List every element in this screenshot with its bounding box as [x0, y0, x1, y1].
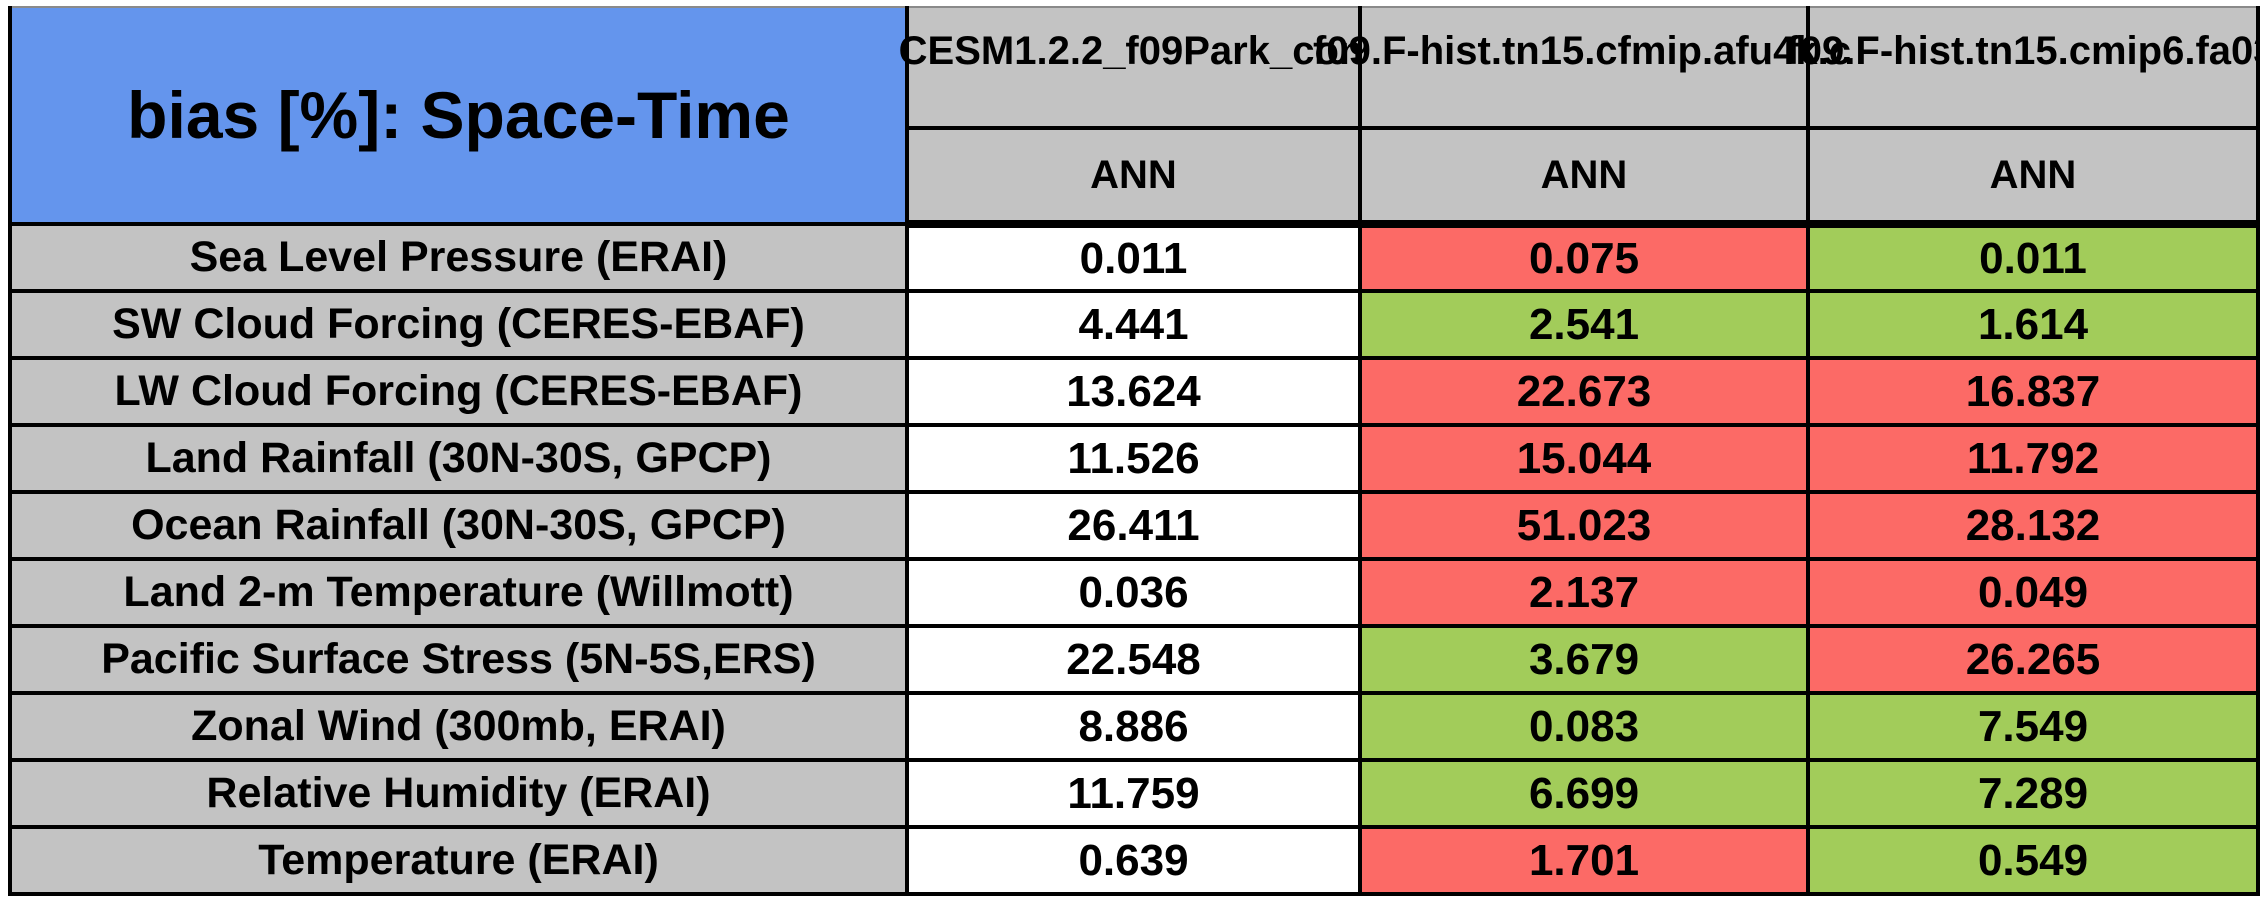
- table-row: Ocean Rainfall (30N-30S, GPCP) 26.411 51…: [8, 490, 2260, 561]
- row-label: Land Rainfall (30N-30S, GPCP): [8, 423, 909, 494]
- value-cell: 0.036: [905, 557, 1362, 628]
- value-cell: 0.639: [905, 825, 1362, 896]
- bias-space-time-table: bias [%]: Space-Time ANN ANN ANN Sea Lev…: [8, 6, 2260, 896]
- model-header-row: bias [%]: Space-Time: [8, 6, 2260, 226]
- table-row: Zonal Wind (300mb, ERAI) 8.886 0.083 7.5…: [8, 691, 2260, 762]
- model-header-cell-2: [1358, 6, 1810, 130]
- value-cell: 11.792: [1806, 423, 2260, 494]
- value-cell: 7.289: [1806, 758, 2260, 829]
- value-cell: 0.011: [905, 222, 1362, 293]
- value-cell: 26.411: [905, 490, 1362, 561]
- value-cell: 28.132: [1806, 490, 2260, 561]
- row-label: Sea Level Pressure (ERAI): [8, 222, 909, 293]
- value-cell: 1.614: [1806, 289, 2260, 360]
- table-row: Temperature (ERAI) 0.639 1.701 0.549: [8, 825, 2260, 896]
- season-header-2: ANN: [1358, 126, 1810, 228]
- model-header-cell-1: [905, 6, 1362, 130]
- value-cell: 0.011: [1806, 222, 2260, 293]
- value-cell: 11.759: [905, 758, 1362, 829]
- table-row: Relative Humidity (ERAI) 11.759 6.699 7.…: [8, 758, 2260, 829]
- table-row: LW Cloud Forcing (CERES-EBAF) 13.624 22.…: [8, 356, 2260, 427]
- value-cell: 2.137: [1358, 557, 1810, 628]
- value-cell: 22.548: [905, 624, 1362, 695]
- table-row: Land Rainfall (30N-30S, GPCP) 11.526 15.…: [8, 423, 2260, 494]
- model-header-cell-3: [1806, 6, 2260, 130]
- value-cell: 16.837: [1806, 356, 2260, 427]
- row-label: Pacific Surface Stress (5N-5S,ERS): [8, 624, 909, 695]
- value-cell: 51.023: [1358, 490, 1810, 561]
- value-cell: 15.044: [1358, 423, 1810, 494]
- value-cell: 22.673: [1358, 356, 1810, 427]
- value-cell: 4.441: [905, 289, 1362, 360]
- value-cell: 7.549: [1806, 691, 2260, 762]
- value-cell: 0.549: [1806, 825, 2260, 896]
- row-label: Zonal Wind (300mb, ERAI): [8, 691, 909, 762]
- value-cell: 0.083: [1358, 691, 1810, 762]
- value-cell: 26.265: [1806, 624, 2260, 695]
- row-label: Temperature (ERAI): [8, 825, 909, 896]
- table-row: SW Cloud Forcing (CERES-EBAF) 4.441 2.54…: [8, 289, 2260, 360]
- season-header-row: ANN ANN ANN: [10, 126, 2260, 228]
- row-label: LW Cloud Forcing (CERES-EBAF): [8, 356, 909, 427]
- table-row: Sea Level Pressure (ERAI) 0.011 0.075 0.…: [8, 222, 2260, 293]
- value-cell: 0.075: [1358, 222, 1810, 293]
- season-header-3: ANN: [1806, 126, 2260, 228]
- row-label: Relative Humidity (ERAI): [8, 758, 909, 829]
- table-row: Land 2-m Temperature (Willmott) 0.036 2.…: [8, 557, 2260, 628]
- value-cell: 6.699: [1358, 758, 1810, 829]
- value-cell: 11.526: [905, 423, 1362, 494]
- season-header-1: ANN: [905, 126, 1362, 228]
- row-label: Land 2-m Temperature (Willmott): [8, 557, 909, 628]
- value-cell: 2.541: [1358, 289, 1810, 360]
- row-label: Ocean Rainfall (30N-30S, GPCP): [8, 490, 909, 561]
- value-cell: 0.049: [1806, 557, 2260, 628]
- value-cell: 8.886: [905, 691, 1362, 762]
- value-cell: 1.701: [1358, 825, 1810, 896]
- table-row: Pacific Surface Stress (5N-5S,ERS) 22.54…: [8, 624, 2260, 695]
- row-label: SW Cloud Forcing (CERES-EBAF): [8, 289, 909, 360]
- value-cell: 3.679: [1358, 624, 1810, 695]
- value-cell: 13.624: [905, 356, 1362, 427]
- table-title: bias [%]: Space-Time: [8, 6, 909, 226]
